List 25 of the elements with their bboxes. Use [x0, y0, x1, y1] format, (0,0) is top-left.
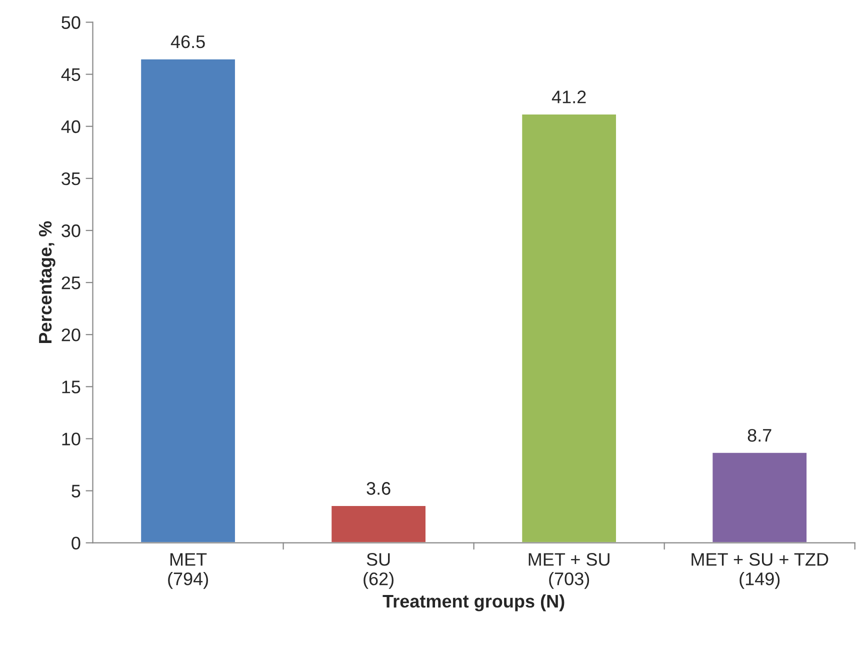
x-axis-title: Treatment groups (N): [382, 594, 564, 612]
data-label: 46.5: [170, 35, 205, 48]
y-tick-label: 25: [62, 276, 80, 290]
y-tick-label: 0: [72, 536, 80, 550]
bar: [711, 452, 808, 543]
y-tick-label: 40: [61, 120, 80, 134]
y-tick-label: 20: [62, 328, 80, 342]
y-tick-label: 50: [62, 16, 80, 29]
data-label: 8.7: [748, 428, 772, 442]
y-tick-label: 35: [62, 172, 80, 186]
bar: [140, 58, 236, 543]
y-tick-label: 10: [62, 432, 80, 446]
y-tick-label: 30: [62, 224, 80, 238]
bar: [330, 504, 427, 543]
y-tick-label: 5: [72, 484, 80, 498]
x-tick-label: MET (794): [168, 553, 208, 589]
x-tick-label: MET + SU (703): [528, 553, 610, 589]
y-tick-label: 45: [61, 68, 80, 82]
bar: [520, 113, 618, 543]
x-tick-label: MET + SU + TZD (149): [692, 553, 828, 589]
data-label: 3.6: [366, 482, 390, 495]
y-axis-title: Percentage, %: [38, 221, 56, 344]
y-tick-label: 15: [62, 380, 80, 394]
data-label: 41.2: [552, 90, 586, 104]
x-tick-label: SU (62): [364, 553, 394, 589]
